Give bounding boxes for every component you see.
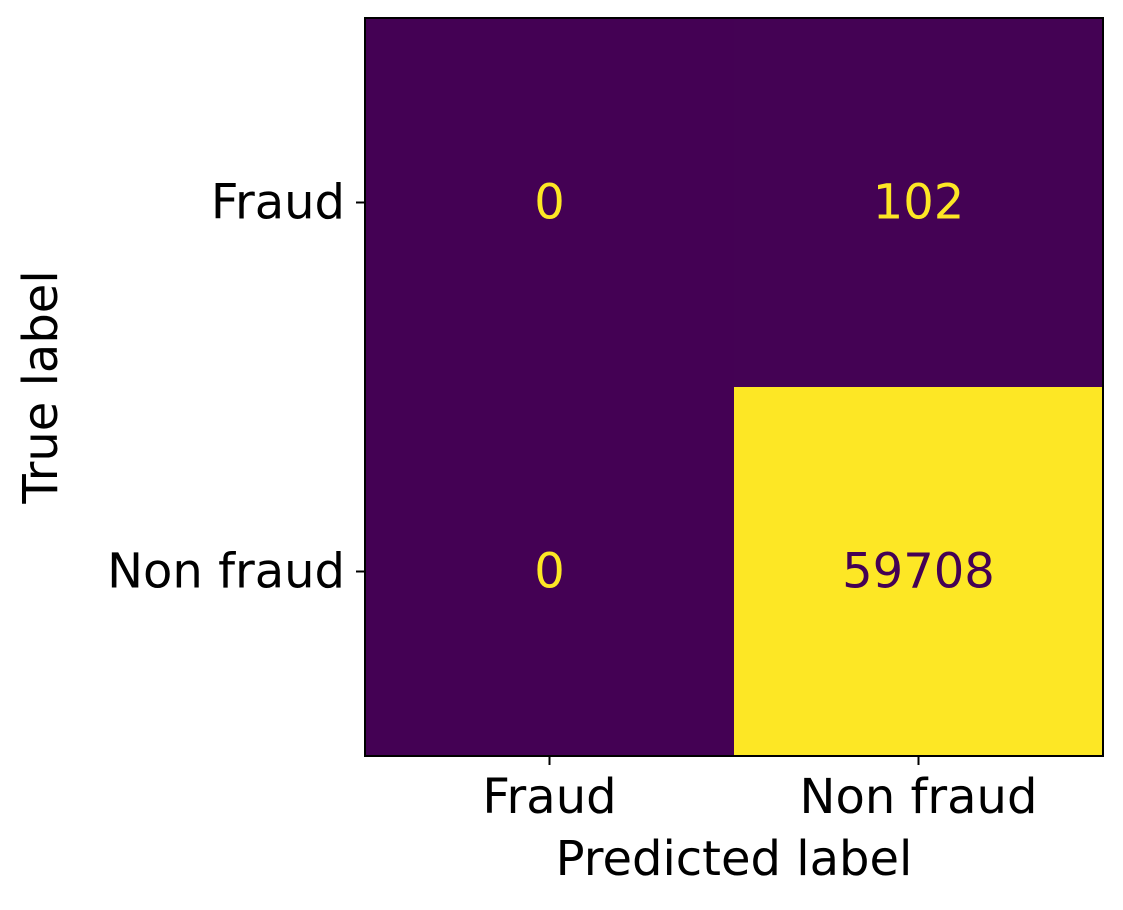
heatmap-cells: 0 102 0 59708 [365,18,1104,757]
plot-frame [364,17,1104,757]
x-axis-title: Predicted label [556,831,913,887]
cell-value-label: 0 [534,175,565,231]
y-tick-label: Non fraud [107,544,345,600]
heatmap-cell [734,387,1104,757]
cell-value-label: 102 [873,175,965,231]
cell-value-label: 0 [534,544,565,600]
heatmap-cell [365,387,735,757]
x-tick-label: Fraud [482,769,616,825]
heatmap-cell [734,18,1104,388]
y-tick-label: Fraud [211,175,345,231]
heatmap-cell [365,18,735,388]
x-tick-label: Non fraud [800,769,1038,825]
axis-ticks: Fraud Non fraud Fraud Non fraud [107,175,1037,826]
cell-value-label: 59708 [842,544,995,600]
y-axis-title: True label [13,270,69,504]
